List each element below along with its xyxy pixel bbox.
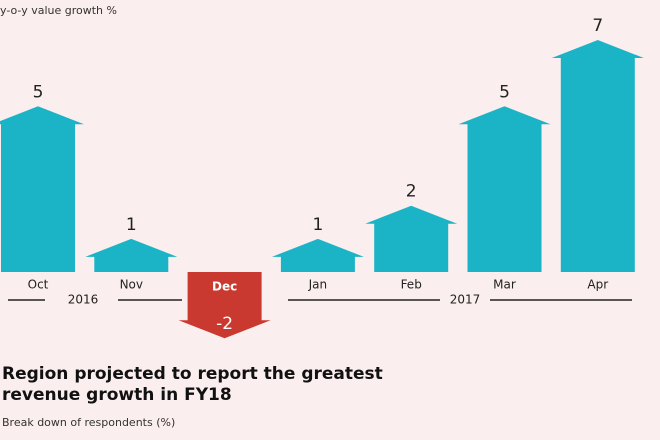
arrow-bar — [365, 205, 458, 272]
data-label: 1 — [312, 215, 323, 235]
arrow-bar — [0, 106, 84, 272]
x-tick-label: Dec — [212, 280, 237, 294]
data-label: 5 — [499, 82, 510, 102]
arrow-bar — [551, 40, 644, 272]
x-tick-label: Nov — [120, 278, 143, 292]
arrow-bar — [271, 238, 364, 272]
x-tick-label: Oct — [28, 278, 49, 292]
data-label: 2 — [406, 182, 417, 202]
x-tick-label: Apr — [587, 278, 608, 292]
data-label: 1 — [126, 215, 137, 235]
year-label: 2017 — [450, 293, 481, 307]
section-title: Region projected to report the greatest … — [2, 364, 383, 405]
arrow-bar — [458, 106, 551, 273]
chart-title: y-o-y value growth % — [0, 4, 117, 17]
x-tick-label: Mar — [493, 278, 516, 292]
year-label: 2016 — [68, 293, 99, 307]
x-tick-label: Jan — [308, 278, 328, 292]
x-tick-label: Feb — [401, 278, 422, 292]
arrow-bar — [85, 238, 178, 272]
data-label: -2 — [216, 314, 233, 334]
data-label: 7 — [592, 16, 603, 36]
data-label: 5 — [33, 82, 44, 102]
chart: y-o-y value growth % 2016 2017 5 Oct 1 Nov D… — [0, 4, 644, 339]
arrow-bar — [178, 272, 271, 339]
section-subtitle: Break down of respondents (%) — [2, 416, 176, 429]
